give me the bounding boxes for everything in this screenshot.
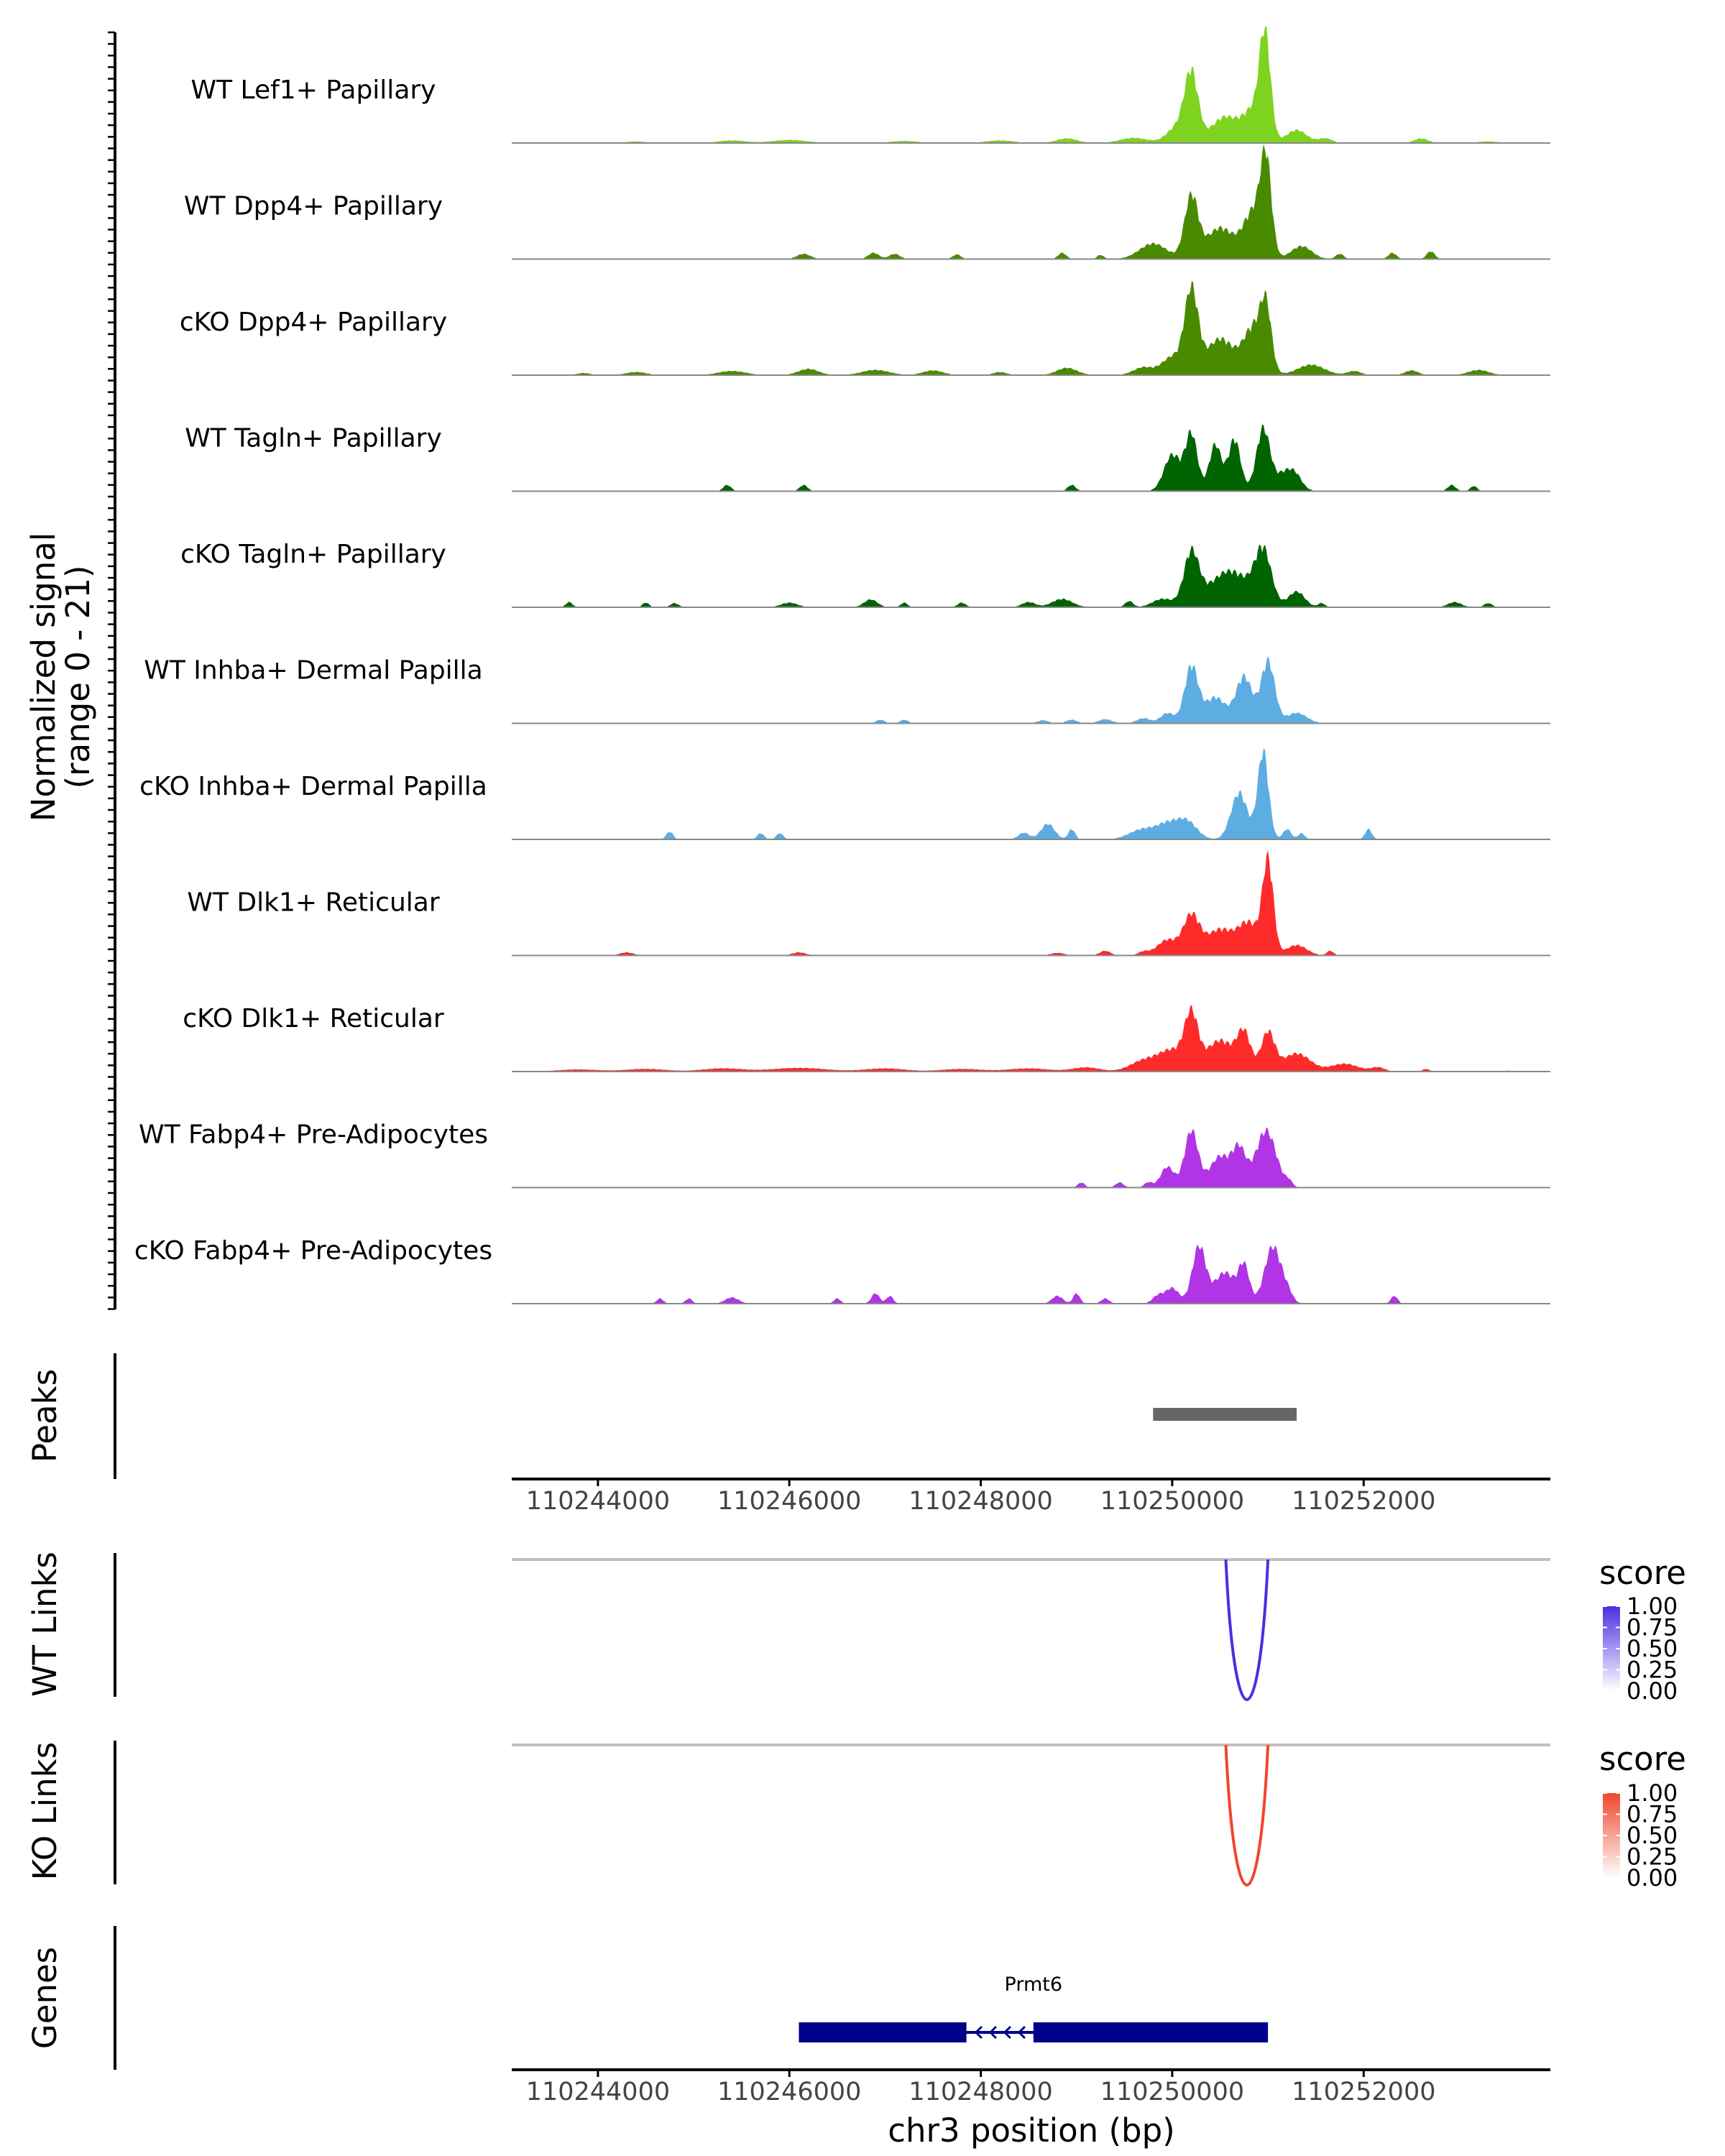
- legend-tick-label: 0.00: [1627, 1677, 1678, 1705]
- wt-legend-ticks: 1.000.750.500.250.00: [1603, 1593, 1678, 1705]
- legend-tick-label: 0.25: [1627, 1843, 1678, 1871]
- legend-tick-label: 0.25: [1627, 1657, 1678, 1684]
- legend-tick-label: 0.50: [1627, 1822, 1678, 1849]
- x-tick-label: 110252000: [1292, 1487, 1435, 1516]
- coverage-y-axis: [108, 31, 116, 1310]
- x-axis-top: 110244000 110246000 110248000 110250000 1102…: [512, 1478, 1550, 1516]
- coverage-area-cko-inhba-dermal-papilla: [512, 748, 1550, 839]
- legend-tick-label: 1.00: [1627, 1779, 1678, 1807]
- legend-tick-label: 1.00: [1627, 1593, 1678, 1620]
- track-label-wt-dpp4-papillary: WT Dpp4+ Papillary: [184, 192, 443, 221]
- x-axis-title: chr3 position (bp): [888, 2111, 1175, 2150]
- coverage-area-wt-fabp4-pre-adipocytes: [512, 1127, 1550, 1188]
- track-label-cko-tagln-papillary: cKO Tagln+ Papillary: [180, 540, 446, 569]
- track-label-cko-dpp4-papillary: cKO Dpp4+ Papillary: [180, 308, 447, 337]
- track-label-cko-fabp4-pre-adipocytes: cKO Fabp4+ Pre-Adipocytes: [134, 1236, 492, 1266]
- y-axis-title: Normalized signal: [24, 533, 63, 822]
- wt-legend-title: score: [1599, 1554, 1686, 1592]
- peak-bar: [1153, 1408, 1297, 1421]
- genes-label: Genes: [26, 1947, 64, 2049]
- track-label-wt-tagln-papillary: WT Tagln+ Papillary: [185, 424, 442, 453]
- strand-arrow: [1003, 2025, 1011, 2040]
- gene-exon: [799, 2022, 967, 2042]
- coverage-area-cko-dlk1-reticular: [512, 1005, 1550, 1072]
- track-label-wt-lef1-papillary: WT Lef1+ Papillary: [191, 75, 436, 105]
- x-tick-label: 110250000: [1100, 1487, 1244, 1516]
- legend-tick-label: 0.00: [1627, 1864, 1678, 1892]
- track-label-cko-dlk1-reticular: cKO Dlk1+ Reticular: [183, 1004, 444, 1033]
- x-tick-label: 110246000: [717, 1487, 861, 1516]
- coverage-area-wt-tagln-papillary: [512, 424, 1550, 492]
- y-axis-range: (range 0 - 21): [59, 565, 97, 788]
- x-tick-label: 110246000: [717, 2078, 861, 2106]
- x-tick-label: 110244000: [526, 1487, 670, 1516]
- x-tick-label: 110250000: [1100, 2078, 1244, 2106]
- coverage-tracks: WT Lef1+ Papillary WT Dpp4+ Papillary cKO …: [134, 27, 1550, 1304]
- legend-tick-label: 0.75: [1627, 1801, 1678, 1828]
- gene-label: Prmt6: [1005, 1973, 1063, 1996]
- x-tick-label: 110244000: [526, 2078, 670, 2106]
- coverage-area-wt-lef1-papillary: [512, 27, 1550, 143]
- peaks-label: Peaks: [26, 1369, 64, 1462]
- x-axis-bottom: 110244000 110246000 110248000 110250000 1102…: [512, 2068, 1550, 2106]
- ko-links-label: KO Links: [26, 1742, 64, 1880]
- strand-arrow: [988, 2025, 997, 2040]
- coverage-area-cko-fabp4-pre-adipocytes: [512, 1244, 1550, 1304]
- coverage-area-cko-dpp4-papillary: [512, 280, 1550, 375]
- peaks-track: [1153, 1408, 1297, 1421]
- ko-legend-ticks: 1.000.750.500.250.00: [1603, 1779, 1678, 1892]
- gene-exon: [1033, 2022, 1269, 2042]
- coverage-area-wt-dpp4-papillary: [512, 144, 1550, 259]
- ko-legend-title: score: [1599, 1740, 1686, 1778]
- strand-arrow: [974, 2025, 983, 2040]
- coverage-area-wt-dlk1-reticular: [512, 849, 1550, 956]
- track-label-wt-fabp4-pre-adipocytes: WT Fabp4+ Pre-Adipocytes: [139, 1120, 488, 1150]
- coverage-area-wt-inhba-dermal-papilla: [512, 655, 1550, 724]
- legend-tick-label: 0.75: [1627, 1614, 1678, 1641]
- wt-link-arc: [1224, 1559, 1270, 1701]
- x-tick-label: 110252000: [1292, 2078, 1435, 2106]
- wt-links-label: WT Links: [26, 1552, 64, 1697]
- track-label-wt-inhba-dermal-papilla: WT Inhba+ Dermal Papilla: [144, 656, 482, 686]
- ko-link-arc: [1224, 1744, 1270, 1886]
- coverage-area-cko-tagln-papillary: [512, 544, 1550, 607]
- x-tick-label: 110248000: [908, 1487, 1052, 1516]
- track-label-cko-inhba-dermal-papilla: cKO Inhba+ Dermal Papilla: [139, 772, 487, 801]
- gene-model: [799, 2022, 1269, 2042]
- x-tick-label: 110248000: [908, 2078, 1052, 2106]
- track-label-wt-dlk1-reticular: WT Dlk1+ Reticular: [187, 888, 439, 918]
- strand-arrow: [1017, 2025, 1026, 2040]
- legend-tick-label: 0.50: [1627, 1635, 1678, 1662]
